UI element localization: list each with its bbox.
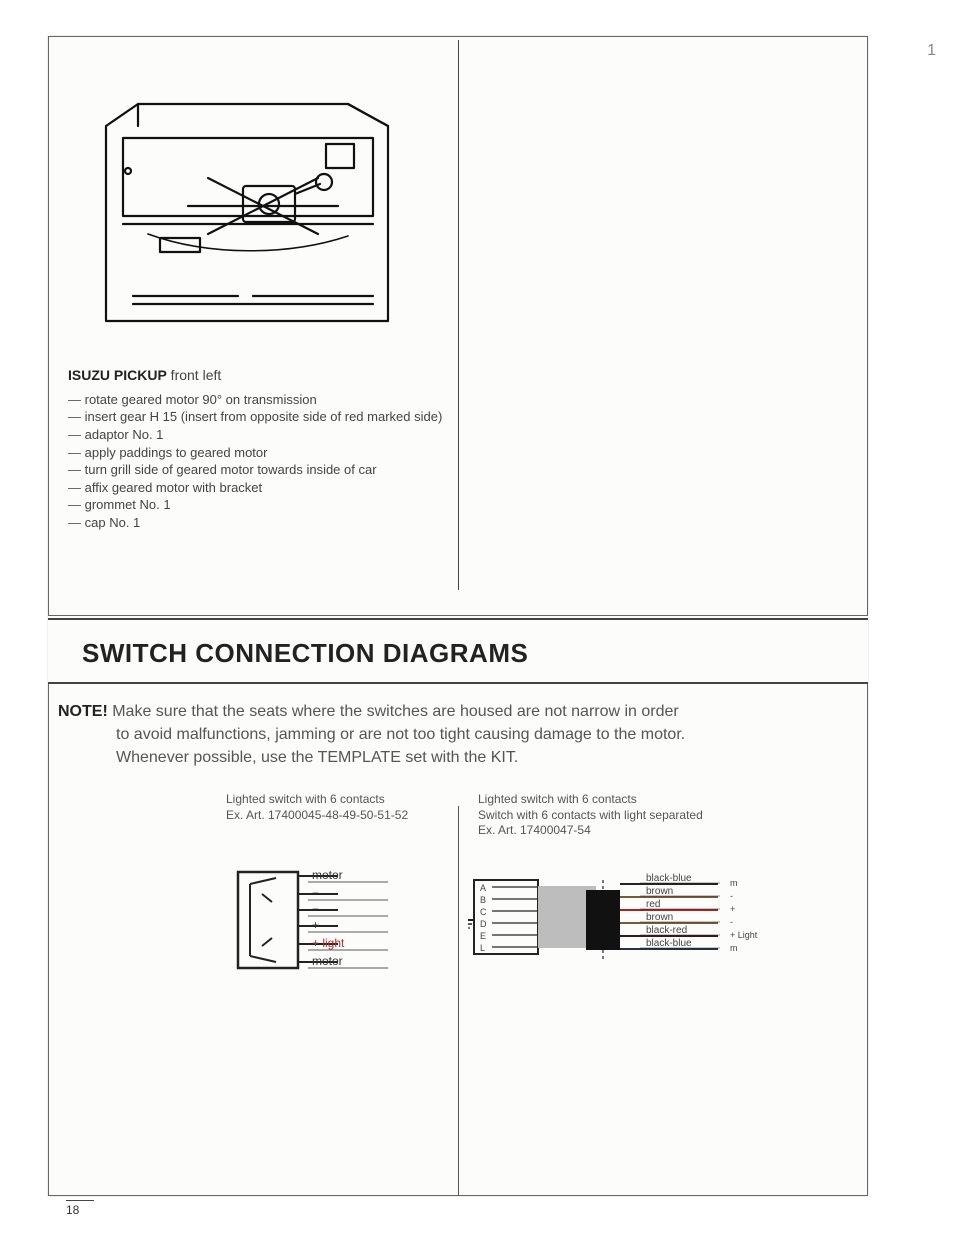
svg-text:red: red xyxy=(646,899,660,910)
instruction-item: cap No. 1 xyxy=(68,514,448,532)
svg-text:C: C xyxy=(480,907,487,917)
instruction-item: apply paddings to geared motor xyxy=(68,444,448,462)
bottom-frame-divider xyxy=(458,806,459,1196)
svg-text:black-red: black-red xyxy=(646,925,687,936)
instruction-item: turn grill side of geared motor towards … xyxy=(68,461,448,479)
scan-area: ISUZU PICKUP front left rotate geared mo… xyxy=(48,36,868,1196)
section-title: SWITCH CONNECTION DIAGRAMS xyxy=(82,638,528,669)
top-frame-divider xyxy=(458,40,459,590)
switch-diagram-2: ABCDELblack-blue m brown - red + brown - black-r… xyxy=(468,862,808,982)
instruction-list: rotate geared motor 90° on transmission … xyxy=(68,391,448,531)
diagram2-caption: Lighted switch with 6 contacts Switch wi… xyxy=(478,792,778,839)
svg-text:B: B xyxy=(480,895,486,905)
svg-text:L: L xyxy=(480,943,485,953)
edge-margin-mark: 1 xyxy=(927,42,936,60)
svg-text:brown: brown xyxy=(646,912,673,923)
svg-text:brown: brown xyxy=(646,886,673,897)
door-panel-illustration xyxy=(88,86,418,336)
svg-text:+: + xyxy=(312,918,319,932)
svg-text:−: − xyxy=(312,902,319,916)
instruction-item: insert gear H 15 (insert from opposite s… xyxy=(68,408,448,426)
svg-text:D: D xyxy=(480,919,487,929)
svg-text:+ Light: + Light xyxy=(730,930,758,940)
diagram1-caption: Lighted switch with 6 contacts Ex. Art. … xyxy=(226,792,466,823)
svg-text:−: − xyxy=(312,886,319,900)
svg-text:-: - xyxy=(730,891,733,901)
instruction-item: affix geared motor with bracket xyxy=(68,479,448,497)
svg-text:black-blue: black-blue xyxy=(646,938,692,949)
svg-text:m: m xyxy=(730,878,738,888)
svg-text:motor: motor xyxy=(312,868,343,882)
page-number: 18 xyxy=(66,1200,94,1217)
switch-diagram-1: motor − − + + light motor xyxy=(228,854,408,984)
svg-text:+: + xyxy=(730,904,735,914)
page: 1 xyxy=(0,0,954,1251)
vehicle-instructions: ISUZU PICKUP front left rotate geared mo… xyxy=(68,366,448,531)
instruction-item: adaptor No. 1 xyxy=(68,426,448,444)
svg-text:+ light: + light xyxy=(312,936,345,950)
instruction-item: rotate geared motor 90° on transmission xyxy=(68,391,448,409)
instruction-item: grommet No. 1 xyxy=(68,496,448,514)
svg-text:E: E xyxy=(480,931,486,941)
svg-text:m: m xyxy=(730,943,738,953)
svg-text:motor: motor xyxy=(312,954,343,968)
svg-text:A: A xyxy=(480,883,486,893)
section-rule-top xyxy=(48,618,868,620)
svg-text:-: - xyxy=(730,917,733,927)
vehicle-title: ISUZU PICKUP front left xyxy=(68,366,448,385)
svg-text:black-blue: black-blue xyxy=(646,873,692,884)
